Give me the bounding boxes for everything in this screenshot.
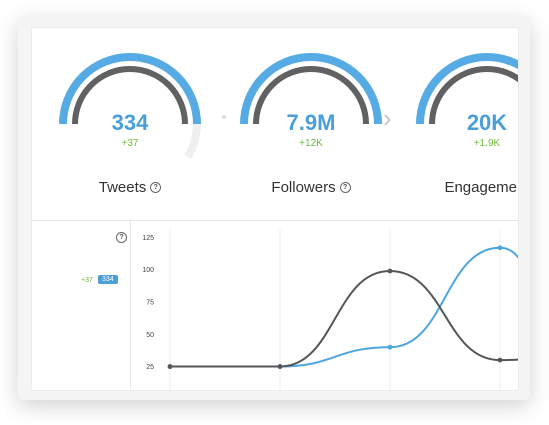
- y-tick-label: 50: [146, 332, 154, 339]
- tweets-value: 334: [111, 110, 149, 135]
- y-tick-label: 125: [142, 235, 154, 242]
- followers-delta: +12K: [299, 138, 323, 149]
- gauge-tweets-arc: [59, 53, 201, 160]
- gauge-followers[interactable]: 7.9M +12K Followers?: [226, 42, 396, 202]
- chevron-right-icon[interactable]: ›: [383, 103, 392, 133]
- tweets-label: Tweets?: [45, 179, 215, 196]
- engagement-label: Engagement: [444, 179, 518, 196]
- engagement-value: 20K: [466, 110, 508, 135]
- data-point[interactable]: [497, 357, 503, 363]
- series-line-0: [169, 246, 518, 368]
- line-chart: 125 100 75 50 25: [142, 229, 518, 390]
- data-point[interactable]: [167, 364, 173, 369]
- y-tick-label: 100: [142, 267, 154, 274]
- followers-label-text: Followers: [271, 179, 336, 196]
- help-icon[interactable]: ?: [150, 181, 162, 193]
- gauge-engagement[interactable]: 20K +1.9K Engagement: [402, 42, 518, 202]
- separator-dot: [222, 115, 226, 119]
- y-tick-label: 75: [146, 300, 154, 307]
- followers-value: 7.9M: [286, 110, 336, 135]
- analytics-card: 334 +37 Tweets? 7.9M +12K Followers? › 2…: [31, 27, 519, 391]
- legend-delta: +37: [81, 277, 93, 284]
- help-icon[interactable]: ?: [339, 181, 351, 193]
- chart-area: ? +37 334 125 100 75 50 25: [32, 221, 518, 390]
- tweets-delta: +37: [121, 138, 139, 149]
- stats-row: 334 +37 Tweets? 7.9M +12K Followers? › 2…: [32, 28, 518, 221]
- chart-legend-panel: ? +37 334: [32, 221, 131, 390]
- help-icon[interactable]: ?: [116, 232, 127, 243]
- gauge-followers-arc: [240, 53, 382, 125]
- y-tick-label: 25: [146, 364, 154, 371]
- data-point[interactable]: [497, 245, 503, 251]
- gauge-engagement-arc: [416, 53, 518, 125]
- tweets-label-text: Tweets: [98, 179, 147, 196]
- data-point[interactable]: [277, 364, 283, 369]
- data-point[interactable]: [387, 344, 393, 350]
- engagement-delta: +1.9K: [473, 138, 501, 149]
- data-point[interactable]: [387, 268, 393, 274]
- followers-label: Followers?: [226, 179, 396, 196]
- series-line-1: [169, 270, 518, 368]
- legend-value-badge[interactable]: 334: [98, 275, 118, 284]
- gauge-tweets[interactable]: 334 +37 Tweets?: [45, 42, 215, 202]
